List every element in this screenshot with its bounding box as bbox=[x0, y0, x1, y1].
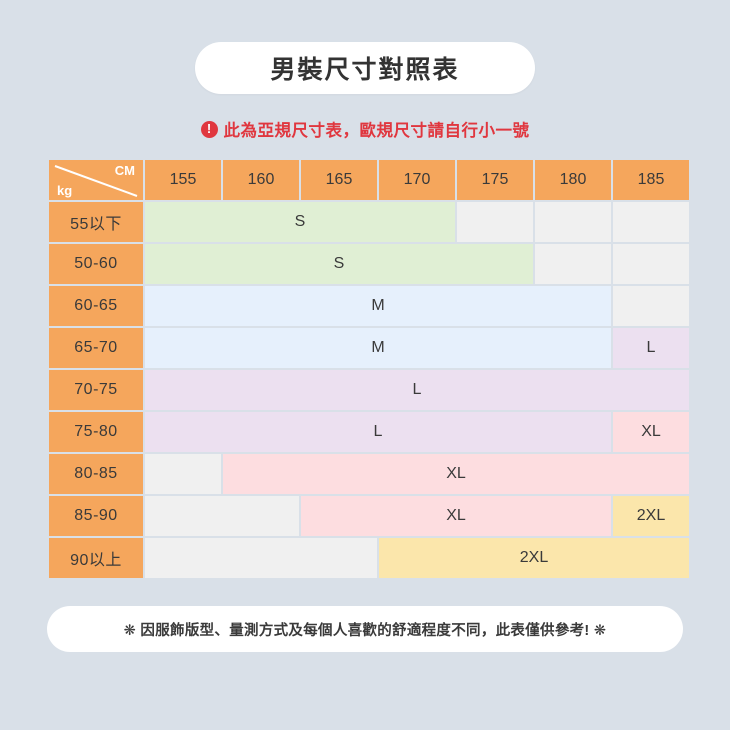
table-row: 65-70 M L bbox=[49, 328, 689, 368]
size-cell-2XL: 2XL bbox=[379, 538, 689, 578]
column-header-185: 185 bbox=[613, 160, 689, 200]
size-cell-empty bbox=[535, 202, 611, 242]
size-cell-empty bbox=[145, 538, 377, 578]
size-cell-empty bbox=[613, 286, 689, 326]
size-cell-empty bbox=[145, 496, 299, 536]
row-header-70-75: 70-75 bbox=[49, 370, 143, 410]
row-header-85-90: 85-90 bbox=[49, 496, 143, 536]
page-title: 男裝尺寸對照表 bbox=[270, 56, 460, 84]
size-cell-S: S bbox=[145, 202, 455, 242]
row-header-80-85: 80-85 bbox=[49, 454, 143, 494]
exclamation-circle-icon: ! bbox=[200, 120, 218, 138]
column-header-160: 160 bbox=[223, 160, 299, 200]
footer-note: ❋ 因服飾版型、量測方式及每個人喜歡的舒適程度不同，此表僅供參考! ❋ bbox=[123, 622, 607, 639]
size-cell-L: L bbox=[145, 370, 689, 410]
size-cell-XL: XL bbox=[613, 412, 689, 452]
size-cell-empty bbox=[145, 454, 221, 494]
warning-notice: ! 此為亞規尺寸表，歐規尺寸請自行小一號 bbox=[200, 116, 530, 142]
axis-label-kg: kg bbox=[57, 183, 73, 198]
row-header-60-65: 60-65 bbox=[49, 286, 143, 326]
table-header-row: CM kg 155 160 165 170 175 180 185 bbox=[49, 160, 689, 200]
column-header-170: 170 bbox=[379, 160, 455, 200]
table-row: 70-75 L bbox=[49, 370, 689, 410]
row-header-55以下: 55以下 bbox=[49, 202, 143, 242]
page-title-card: 男裝尺寸對照表 bbox=[195, 42, 535, 94]
row-header-50-60: 50-60 bbox=[49, 244, 143, 284]
table-row: 50-60 S bbox=[49, 244, 689, 284]
size-table-wrapper: CM kg 155 160 165 170 175 180 185 55以下 S 50-60 S 6… bbox=[47, 158, 689, 580]
size-cell-L: L bbox=[613, 328, 689, 368]
table-row: 55以下 S bbox=[49, 202, 689, 242]
row-header-65-70: 65-70 bbox=[49, 328, 143, 368]
size-table: CM kg 155 160 165 170 175 180 185 55以下 S 50-60 S 6… bbox=[47, 158, 691, 580]
size-cell-empty bbox=[613, 244, 689, 284]
warning-text: 此為亞規尺寸表，歐規尺寸請自行小一號 bbox=[223, 122, 530, 140]
diagonal-divider-icon bbox=[54, 165, 138, 197]
column-header-165: 165 bbox=[301, 160, 377, 200]
axis-label-cm: CM bbox=[114, 163, 135, 178]
size-cell-M: M bbox=[145, 286, 611, 326]
table-row: 60-65 M bbox=[49, 286, 689, 326]
table-row: 90以上 2XL bbox=[49, 538, 689, 578]
size-cell-empty bbox=[613, 202, 689, 242]
column-header-155: 155 bbox=[145, 160, 221, 200]
table-row: 80-85 XL bbox=[49, 454, 689, 494]
size-cell-M: M bbox=[145, 328, 611, 368]
footer-note-card: ❋ 因服飾版型、量測方式及每個人喜歡的舒適程度不同，此表僅供參考! ❋ bbox=[47, 606, 683, 652]
table-row: 75-80 L XL bbox=[49, 412, 689, 452]
table-row: 85-90 XL 2XL bbox=[49, 496, 689, 536]
row-header-90以上: 90以上 bbox=[49, 538, 143, 578]
size-cell-L: L bbox=[145, 412, 611, 452]
size-cell-empty bbox=[535, 244, 611, 284]
size-cell-XL: XL bbox=[301, 496, 611, 536]
size-cell-S: S bbox=[145, 244, 533, 284]
axis-corner-cell: CM kg bbox=[49, 160, 143, 200]
size-cell-2XL: 2XL bbox=[613, 496, 689, 536]
size-cell-empty bbox=[457, 202, 533, 242]
column-header-180: 180 bbox=[535, 160, 611, 200]
size-cell-XL: XL bbox=[223, 454, 689, 494]
table-body: 55以下 S 50-60 S 60-65 M 65-70 M L 70-75 L 75-80 L XL 80… bbox=[49, 202, 689, 578]
row-header-75-80: 75-80 bbox=[49, 412, 143, 452]
column-header-175: 175 bbox=[457, 160, 533, 200]
